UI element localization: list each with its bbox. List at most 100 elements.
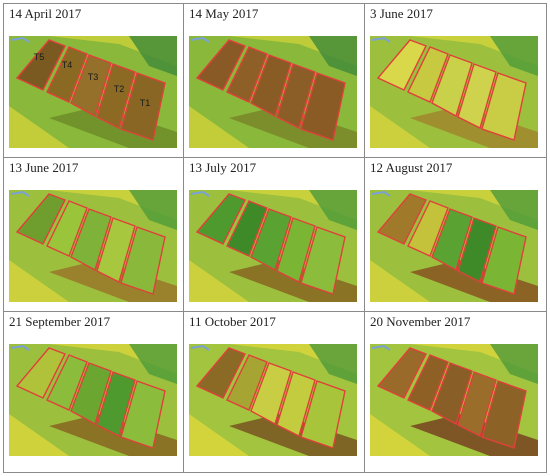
plot-outline <box>431 54 473 118</box>
plot-outline <box>46 200 88 257</box>
satellite-image <box>370 344 538 456</box>
green-field <box>309 344 357 384</box>
plot-outline <box>195 347 246 399</box>
map-canvas <box>9 190 177 302</box>
plot-outline <box>250 208 292 272</box>
panel-4: 13 June 2017 <box>4 158 184 312</box>
plot-outline <box>376 347 427 399</box>
plot-outline <box>457 63 497 130</box>
plot-outline <box>15 347 66 399</box>
yellow-field <box>189 414 249 456</box>
yellow-field <box>189 106 249 148</box>
plot-label: T1 <box>140 98 151 108</box>
satellite-image <box>370 190 538 302</box>
plot-outline <box>250 54 292 118</box>
panel-2: 14 May 2017 <box>184 4 365 158</box>
river-line <box>10 190 30 197</box>
map-canvas <box>9 344 177 456</box>
plot-outline <box>46 354 88 411</box>
plot-outline <box>481 72 527 141</box>
plot-outline <box>407 200 449 257</box>
panel-5: 13 July 2017 <box>184 158 365 312</box>
green-field <box>490 36 538 76</box>
plot-outline <box>276 217 316 284</box>
map-canvas <box>370 344 538 456</box>
plot-outline <box>481 380 527 449</box>
green-field <box>309 36 357 76</box>
river-line <box>371 36 391 43</box>
panel-6: 12 August 2017 <box>365 158 546 312</box>
plot-outline <box>96 371 136 438</box>
plot-outline <box>457 217 497 284</box>
panel-3: 3 June 2017 <box>365 4 546 158</box>
plot-outline <box>407 354 449 411</box>
plot-outline <box>195 193 246 245</box>
plot-outline <box>96 217 136 284</box>
plot-outline <box>120 72 166 141</box>
panel-date: 13 July 2017 <box>189 160 257 175</box>
yellow-field <box>9 414 69 456</box>
plot-outline <box>481 226 527 295</box>
map-canvas <box>189 36 357 148</box>
map-canvas: T5 T4 T3 T2 T1 <box>9 36 177 148</box>
plot-outline <box>407 46 449 103</box>
river-line <box>190 190 210 197</box>
plot-outline <box>15 39 66 91</box>
plot-outline <box>431 362 473 426</box>
plot-outline <box>300 380 346 449</box>
green-field <box>309 190 357 230</box>
panel-8: 11 October 2017 <box>184 312 365 472</box>
yellow-field <box>370 414 430 456</box>
plot-outline <box>195 39 246 91</box>
river-line <box>10 36 30 43</box>
yellow-field <box>189 260 249 302</box>
yellow-field <box>9 106 69 148</box>
plot-outline <box>376 39 427 91</box>
plot-outline <box>250 362 292 426</box>
river-line <box>371 344 391 351</box>
panel-date: 14 May 2017 <box>189 6 259 21</box>
satellite-image <box>189 190 357 302</box>
plot-outline <box>276 371 316 438</box>
panel-date: 20 November 2017 <box>370 314 471 329</box>
green-field <box>129 344 177 384</box>
plot-outline <box>226 200 268 257</box>
satellite-image <box>9 190 177 302</box>
plot-outline <box>376 193 427 245</box>
yellow-field <box>370 260 430 302</box>
river-line <box>10 344 30 351</box>
map-canvas <box>189 190 357 302</box>
plot-outline <box>226 354 268 411</box>
plot-label: T4 <box>62 60 73 70</box>
river-line <box>190 344 210 351</box>
plot-outline <box>120 380 166 449</box>
plot-outline <box>70 362 112 426</box>
yellow-field <box>370 106 430 148</box>
plot-outline <box>46 46 88 103</box>
panel-7: 21 September 2017 <box>4 312 184 472</box>
map-canvas <box>189 344 357 456</box>
plot-label: T3 <box>88 72 99 82</box>
green-field <box>129 36 177 76</box>
plot-outline <box>70 208 112 272</box>
panel-date: 11 October 2017 <box>189 314 276 329</box>
river-line <box>190 36 210 43</box>
plot-outline <box>15 193 66 245</box>
satellite-image: T5 T4 T3 T2 T1 <box>9 36 177 148</box>
satellite-image <box>370 36 538 148</box>
plot-outline <box>300 226 346 295</box>
satellite-image <box>189 344 357 456</box>
panel-9: 20 November 2017 <box>365 312 546 472</box>
satellite-image <box>9 344 177 456</box>
plot-outline <box>226 46 268 103</box>
panel-1: 14 April 2017 T5 T4 T3 T2 T1 <box>4 4 184 158</box>
green-field <box>490 344 538 384</box>
plot-outline <box>96 63 136 130</box>
plot-outline <box>431 208 473 272</box>
map-canvas <box>370 190 538 302</box>
panel-date: 13 June 2017 <box>9 160 79 175</box>
panel-date: 12 August 2017 <box>370 160 453 175</box>
yellow-field <box>9 260 69 302</box>
plot-outline <box>457 371 497 438</box>
image-grid: 14 April 2017 T5 T4 T3 T2 T1 14 May 2017 3 J… <box>3 3 547 473</box>
